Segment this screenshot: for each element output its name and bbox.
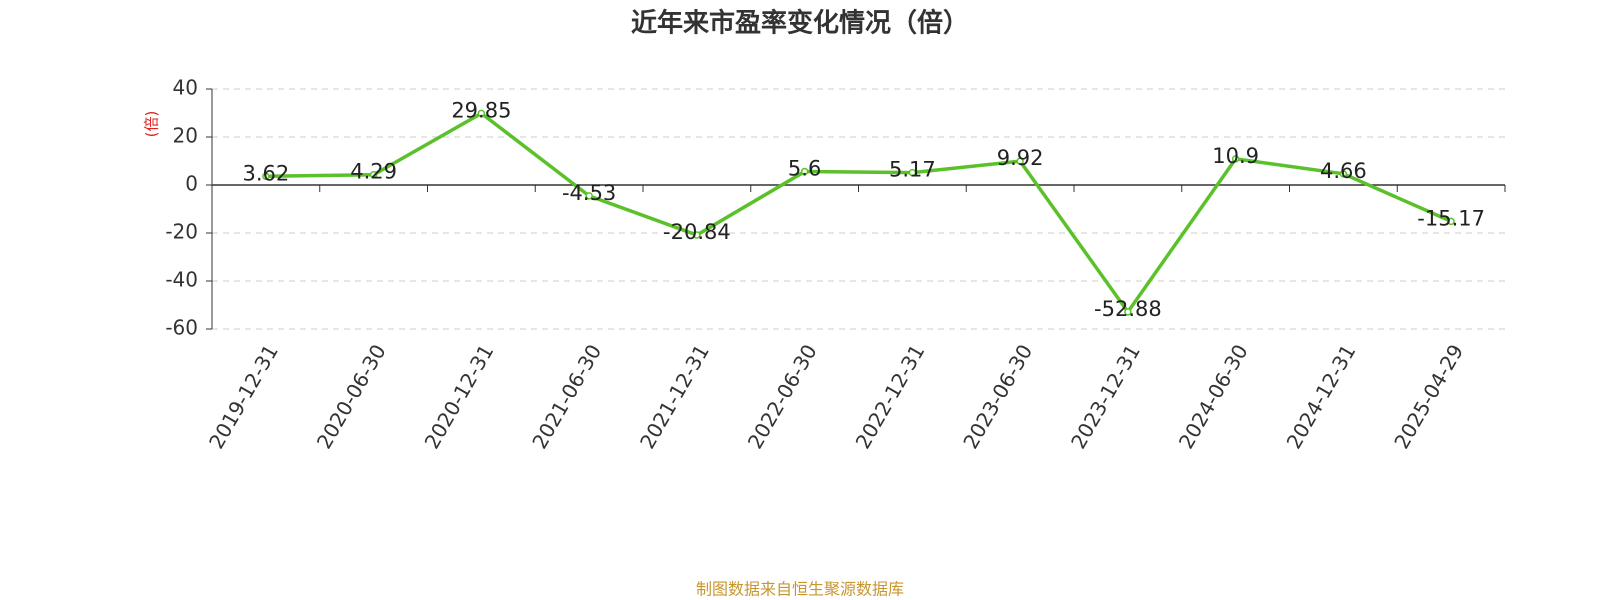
data-label: 3.62 <box>242 161 289 185</box>
point <box>262 172 270 181</box>
x-tick-label: 2022-12-31 <box>851 340 930 453</box>
point <box>1124 308 1132 316</box>
data-label: 29.85 <box>451 98 511 122</box>
x-tick-label: 2023-12-31 <box>1066 340 1145 453</box>
point <box>693 231 701 239</box>
source-note: 制图数据来自恒生聚源数据库 <box>696 580 904 599</box>
data-label: -52.88 <box>1094 297 1162 321</box>
data-label: 5.6 <box>788 157 821 181</box>
y-tick-label: -40 <box>165 268 198 292</box>
data-label: -15.17 <box>1417 206 1485 230</box>
x-tick-label: 2024-06-30 <box>1174 340 1253 453</box>
point <box>477 109 486 118</box>
data-label: 9.92 <box>997 146 1044 170</box>
y-tick-label: 0 <box>185 172 198 196</box>
y-tick-label: -60 <box>165 316 198 340</box>
y-tick-label: -20 <box>165 220 198 244</box>
y-tick-label: 20 <box>173 124 198 148</box>
data-label: -20.84 <box>663 220 731 244</box>
point <box>1339 170 1348 178</box>
point <box>585 192 593 200</box>
point <box>908 168 917 177</box>
point <box>800 167 809 176</box>
x-tick-label: 2019-12-31 <box>204 340 283 453</box>
point <box>369 170 378 179</box>
point <box>1016 157 1024 165</box>
data-label: 10.9 <box>1212 144 1259 168</box>
data-label: -4.53 <box>562 181 616 205</box>
x-tick-label: 2023-06-30 <box>958 340 1037 453</box>
x-tick-label: 2022-06-30 <box>743 340 822 453</box>
point <box>1231 155 1240 163</box>
data-label: 4.66 <box>1320 159 1367 183</box>
x-tick-label: 2021-12-31 <box>635 340 714 453</box>
x-tick-label: 2025-04-29 <box>1389 340 1468 453</box>
data-label: 4.29 <box>350 160 397 184</box>
x-tick-label: 2021-06-30 <box>527 340 606 453</box>
point <box>1447 217 1455 226</box>
chart-title: 近年来市盈率变化情况（倍） <box>631 8 969 39</box>
x-tick-label: 2020-06-30 <box>312 340 391 453</box>
x-tick-label: 2020-12-31 <box>420 340 499 453</box>
y-tick-label: 40 <box>173 76 198 100</box>
data-label: 5.17 <box>889 158 936 182</box>
y-axis-label: (倍) <box>143 111 161 138</box>
line <box>265 111 1452 315</box>
x-tick-label: 2024-12-31 <box>1282 340 1361 453</box>
